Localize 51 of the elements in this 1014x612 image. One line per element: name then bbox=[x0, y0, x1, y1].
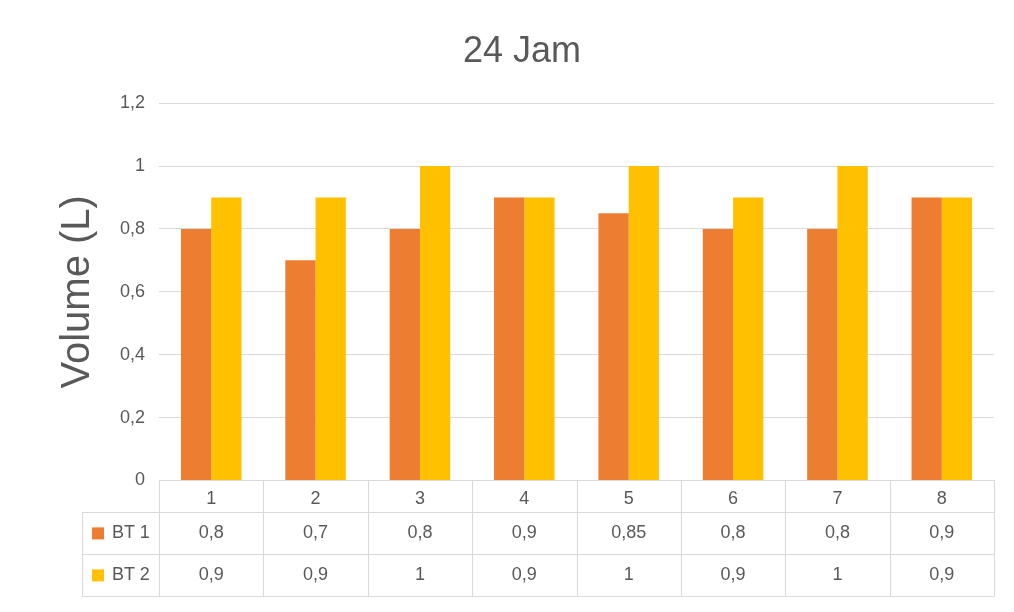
bar bbox=[837, 166, 868, 480]
x-tick-label: 4 bbox=[519, 488, 530, 509]
bar bbox=[733, 197, 764, 480]
bar bbox=[702, 228, 734, 480]
y-tick-label: 1 bbox=[135, 155, 146, 176]
bar bbox=[419, 166, 451, 480]
bar bbox=[211, 197, 242, 480]
bar bbox=[180, 228, 212, 480]
y-tick-label: 0,8 bbox=[119, 217, 146, 238]
data-label: 0,7 bbox=[303, 522, 329, 543]
y-tick-label: 0,6 bbox=[119, 280, 146, 301]
bar bbox=[628, 166, 659, 480]
y-tick-label: 0,2 bbox=[119, 406, 146, 427]
bar bbox=[285, 260, 316, 480]
legend-label: BT 1 bbox=[112, 522, 150, 543]
bar bbox=[598, 213, 629, 480]
data-label: 0,8 bbox=[198, 522, 224, 543]
y-tick-label: 1,2 bbox=[119, 92, 146, 113]
x-tick-label: 8 bbox=[936, 488, 947, 509]
bar bbox=[807, 228, 838, 480]
x-tick-label: 6 bbox=[728, 488, 739, 509]
bar bbox=[494, 197, 525, 480]
data-label: 1 bbox=[414, 564, 425, 585]
data-label: 0,9 bbox=[720, 564, 746, 585]
data-label: 0,85 bbox=[611, 522, 647, 543]
y-tick-label: 0,4 bbox=[119, 343, 146, 364]
data-label: 1 bbox=[623, 564, 634, 585]
y-axis-title: Volume (L) bbox=[53, 195, 98, 389]
x-tick-label: 1 bbox=[206, 488, 217, 509]
bar bbox=[524, 197, 555, 480]
x-tick-label: 3 bbox=[414, 488, 425, 509]
legend-label: BT 2 bbox=[112, 564, 150, 585]
data-label: 1 bbox=[832, 564, 843, 585]
data-label: 0,9 bbox=[929, 522, 955, 543]
data-label: 0,8 bbox=[720, 522, 746, 543]
x-tick-label: 7 bbox=[832, 488, 843, 509]
data-label: 0,9 bbox=[303, 564, 329, 585]
data-label: 0,8 bbox=[824, 522, 850, 543]
data-label: 0,9 bbox=[198, 564, 224, 585]
data-label: 0,9 bbox=[511, 522, 537, 543]
bar bbox=[389, 228, 420, 480]
bar bbox=[941, 197, 973, 480]
y-tick-label: 0 bbox=[135, 469, 146, 490]
x-tick-label: 2 bbox=[310, 488, 321, 509]
data-label: 0,9 bbox=[511, 564, 537, 585]
data-label: 0,9 bbox=[929, 564, 955, 585]
x-tick-label: 5 bbox=[623, 488, 634, 509]
chart-title: 24 Jam bbox=[462, 28, 582, 70]
bar bbox=[315, 197, 346, 480]
bar bbox=[911, 197, 942, 480]
data-label: 0,8 bbox=[407, 522, 433, 543]
